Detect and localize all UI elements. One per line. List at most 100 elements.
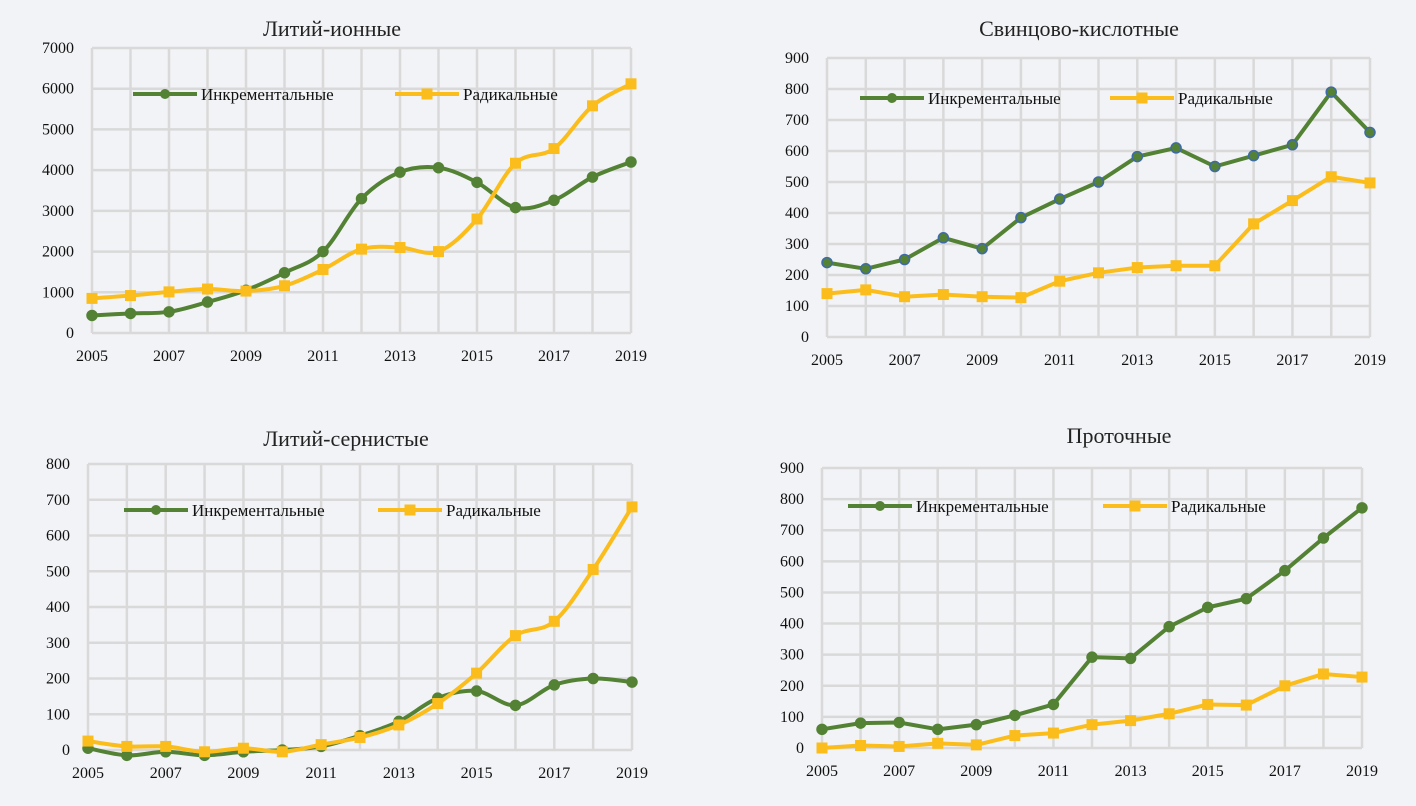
x-tick-label: 2015 [461,348,493,365]
data-point-radical [1054,275,1066,287]
data-point-radical [548,143,560,155]
data-point-radical [816,742,828,754]
legend-label: Радикальные [1171,497,1266,516]
y-tick-label: 700 [785,112,809,129]
y-tick-label: 5000 [42,121,74,138]
legend-label: Инкрементальные [916,497,1049,516]
legend-label: Инкрементальные [192,501,325,520]
data-point-incremental [1209,160,1221,173]
data-point-radical [1163,708,1175,720]
data-point-radical [587,563,599,575]
data-point-incremental [355,192,368,205]
data-point-radical [899,291,911,303]
data-point-incremental [586,171,599,183]
data-point-radical [1286,195,1298,207]
y-tick-label: 300 [785,236,809,253]
data-point-radical [240,285,252,297]
data-point-incremental [898,253,911,266]
y-tick-label: 600 [785,143,809,160]
data-point-incremental [1364,126,1376,139]
data-point-incremental [816,723,828,736]
data-point-radical [1086,719,1098,731]
data-point-radical [394,242,406,253]
x-tick-label: 2015 [1192,763,1224,780]
data-point-incremental [86,309,98,322]
y-tick-label: 200 [780,678,804,695]
y-tick-label: 500 [785,174,809,191]
y-tick-label: 2000 [42,244,74,261]
y-tick-label: 800 [785,81,809,98]
y-tick-label: 4000 [42,162,74,179]
x-tick-label: 2017 [1276,352,1308,369]
x-tick-label: 2011 [1044,352,1075,369]
x-tick-label: 2009 [966,352,998,369]
x-tick-label: 2007 [883,763,915,780]
y-tick-label: 900 [785,50,809,67]
data-point-radical [625,78,637,90]
legend-marker-square [404,504,416,516]
data-point-incremental [1009,709,1021,722]
data-point-radical [1209,260,1221,272]
data-point-radical [932,737,944,749]
data-point-radical [548,615,560,627]
data-point-incremental [548,194,560,207]
y-tick-label: 700 [46,492,70,509]
data-point-radical [471,667,483,679]
chart-3: Литий-сернистые 0 100 200 300 400 500 600 700 800… [46,426,648,782]
x-tick-label: 2009 [230,348,262,365]
data-point-radical [237,742,249,754]
data-point-incremental [1047,698,1060,711]
x-tick-label: 2009 [227,765,259,782]
data-point-radical [1364,177,1376,189]
x-tick-label: 2011 [305,765,336,782]
legend-marker-square [421,88,433,100]
data-point-radical [354,731,366,743]
data-point-incremental [625,156,637,168]
x-tick-label: 2011 [307,348,338,365]
data-point-radical [937,289,949,301]
data-point-incremental [163,306,175,318]
data-point-radical [1317,668,1329,680]
y-tick-label: 200 [46,671,70,688]
y-tick-label: 800 [46,456,70,473]
x-tick-label: 2005 [72,765,104,782]
data-point-incremental [626,676,638,688]
y-tick-label: 800 [780,491,804,508]
legend-marker-square [1129,500,1141,512]
chart-title: Свинцово-кислотные [979,16,1179,41]
data-point-radical [356,243,367,255]
data-point-incremental [1286,139,1299,151]
data-point-radical [1131,262,1143,274]
data-point-radical [86,292,98,304]
data-point-radical [1009,730,1021,742]
data-point-incremental [860,263,872,275]
x-tick-label: 2009 [960,763,992,780]
x-tick-label: 2017 [1269,763,1301,780]
y-tick-label: 700 [780,522,804,539]
y-tick-label: 600 [46,528,70,545]
data-point-radical [393,719,405,731]
y-tick-label: 0 [66,325,74,342]
chart-2: Свинцово-кислотные 0 100 200 300 400 500 600 700… [785,16,1386,369]
data-point-radical [1047,727,1059,739]
data-point-incremental [1201,601,1214,614]
x-tick-label: 2011 [1038,763,1069,780]
data-point-radical [860,284,872,296]
data-point-radical [432,698,444,710]
x-tick-label: 2005 [76,348,108,365]
data-point-radical [893,740,905,752]
x-tick-label: 2015 [461,765,493,782]
y-tick-label: 3000 [42,203,74,220]
data-point-incremental [509,201,522,214]
legend-marker-circle [875,501,885,511]
x-tick-label: 2007 [153,348,185,365]
x-tick-label: 2019 [615,348,647,365]
data-point-radical [626,501,638,513]
data-point-radical [821,288,833,300]
legend-marker-circle [151,505,161,515]
x-tick-label: 2017 [538,348,570,365]
data-point-radical [1202,698,1214,710]
data-point-incremental [394,166,406,178]
data-point-radical [1015,292,1027,304]
